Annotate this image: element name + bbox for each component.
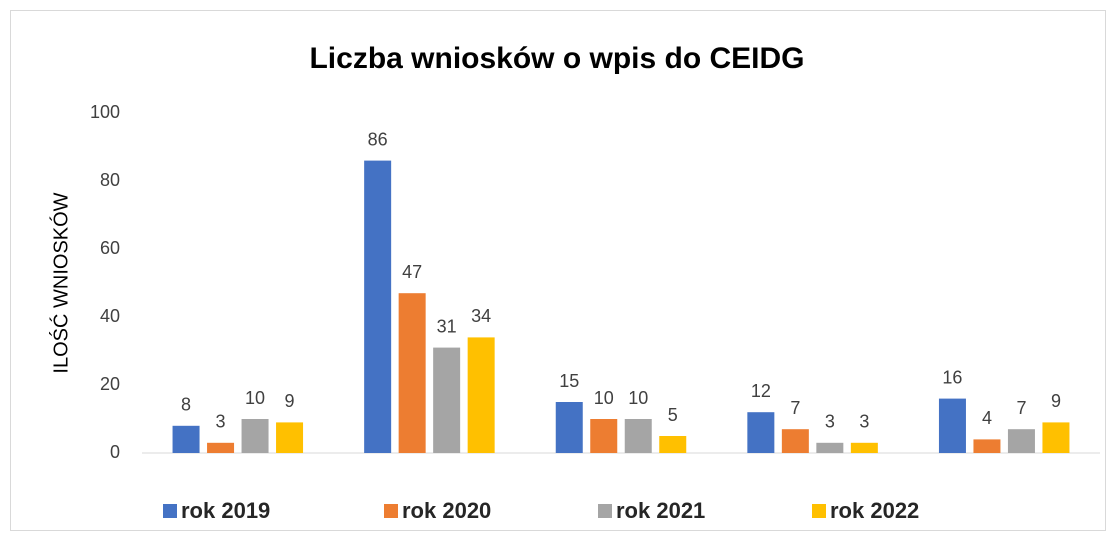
legend-label: rok 2022 [830,498,919,523]
bar [781,429,809,453]
data-label: 34 [471,306,491,326]
bar [747,412,775,453]
data-label: 3 [859,412,869,432]
data-label: 16 [942,367,962,387]
bar [938,398,966,453]
data-label: 12 [751,381,771,401]
data-label: 5 [668,405,678,425]
data-label: 10 [628,388,648,408]
bar [172,425,200,453]
bar [276,422,304,453]
data-label: 10 [594,388,614,408]
y-tick-label: 20 [100,374,120,394]
data-label: 47 [402,262,422,282]
bar [207,442,235,453]
legend-swatch [163,504,177,518]
bar [398,293,426,453]
y-tick-label: 100 [90,102,120,122]
legend-label: rok 2019 [181,498,270,523]
y-axis-label: ILOŚĆ WNIOSKÓW [48,192,72,373]
y-tick-label: 60 [100,238,120,258]
bar [364,160,392,453]
y-tick-label: 40 [100,306,120,326]
data-label: 3 [216,412,226,432]
legend-swatch [598,504,612,518]
legend-swatch [384,504,398,518]
bar [816,442,844,453]
bar [624,419,652,453]
bar [973,439,1001,453]
bar [433,347,461,453]
data-label: 3 [825,412,835,432]
bar [555,402,583,453]
legend-label: rok 2021 [616,498,705,523]
bar [590,419,618,453]
data-label: 31 [437,316,457,336]
data-label: 10 [245,388,265,408]
bar [467,337,495,453]
data-label: 9 [1051,391,1061,411]
data-label: 15 [559,371,579,391]
legend-label: rok 2020 [402,498,491,523]
bar [241,419,269,453]
data-label: 8 [181,395,191,415]
data-label: 86 [368,129,388,149]
y-tick-label: 0 [110,442,120,462]
data-label: 7 [790,398,800,418]
data-label: 4 [982,408,992,428]
data-label: 9 [285,391,295,411]
bar [1007,429,1035,453]
bar [1042,422,1070,453]
y-tick-label: 80 [100,170,120,190]
bar [659,436,687,453]
data-label: 7 [1016,398,1026,418]
legend-swatch [812,504,826,518]
bar [850,442,878,453]
chart-title: Liczba wniosków o wpis do CEIDG [309,42,804,75]
